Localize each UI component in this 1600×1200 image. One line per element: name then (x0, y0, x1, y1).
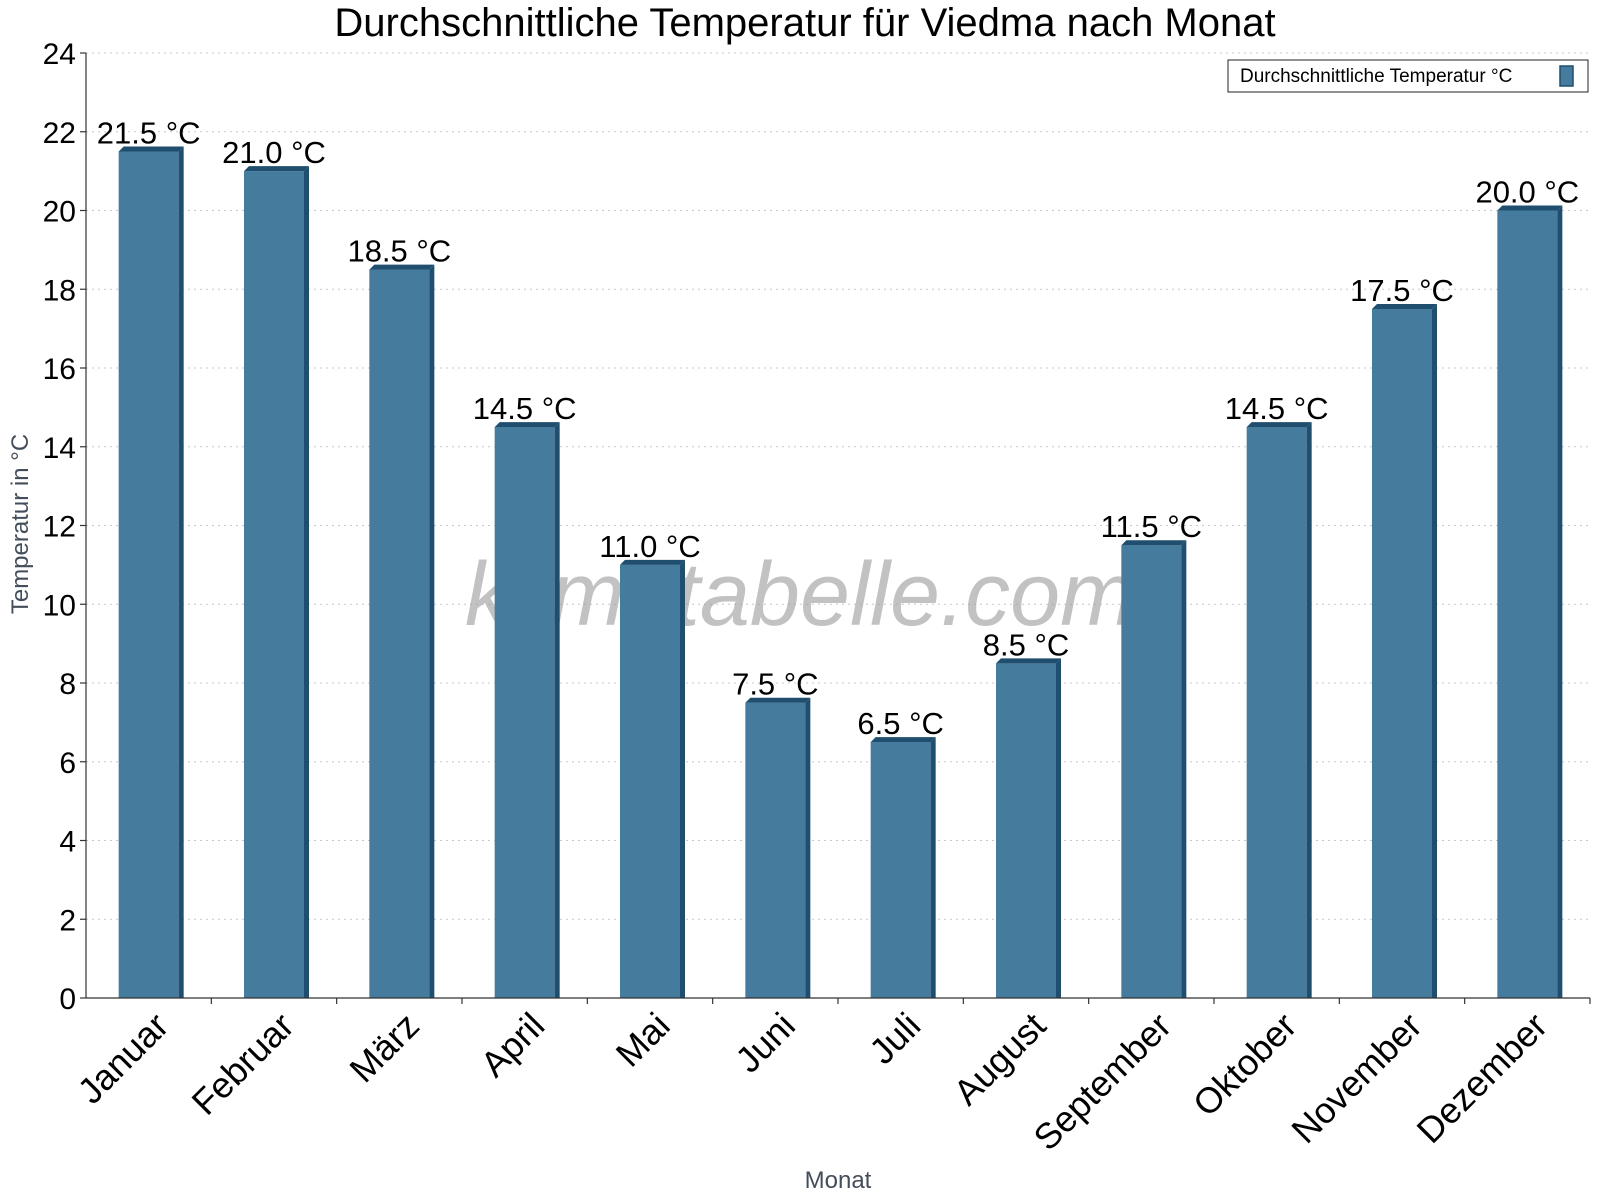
x-tick-label: Dezember (1409, 1005, 1555, 1151)
y-tick-label: 0 (59, 983, 76, 1016)
bar-value-label: 18.5 °C (347, 234, 451, 269)
bar-side (554, 422, 560, 998)
bar-side (1056, 658, 1061, 998)
bar-8 (1121, 540, 1187, 998)
bar-face (745, 702, 806, 998)
bar-value-label: 6.5 °C (857, 706, 944, 741)
x-tick-label: Mai (608, 1005, 678, 1075)
bar-11 (1497, 205, 1563, 998)
bar-value-label: 7.5 °C (732, 667, 819, 702)
legend-box (1227, 59, 1589, 93)
bar-face (620, 564, 680, 998)
bar-side (429, 264, 435, 998)
x-axis-title: Monat (805, 1167, 872, 1194)
bar-top (996, 658, 1061, 664)
bar-value-label: 11.5 °C (1101, 509, 1202, 544)
x-tick-label: November (1283, 1005, 1429, 1151)
bar-top (1372, 303, 1437, 309)
y-tick-label: 24 (43, 38, 76, 71)
bar-9 (1246, 422, 1312, 998)
x-tick-label: Januar (69, 1005, 176, 1112)
bar-side (178, 146, 184, 998)
y-tick-label: 6 (59, 747, 76, 780)
bar-10 (1372, 303, 1437, 998)
bar-side (1557, 205, 1563, 998)
y-tick-label: 14 (43, 432, 76, 465)
legend-swatch (1559, 65, 1574, 87)
bar-top (244, 166, 309, 172)
bar-top (494, 422, 560, 428)
bar-value-label: 11.0 °C (599, 529, 700, 564)
bar-value-label: 14.5 °C (473, 391, 577, 426)
watermark-text: klimatabelle.com (465, 545, 1135, 645)
bar-2 (369, 264, 435, 998)
x-tick-label: August (945, 1005, 1053, 1113)
bar-top (620, 559, 685, 565)
x-tick-label: Oktober (1185, 1005, 1305, 1125)
bar-top (369, 264, 435, 270)
bar-value-label: 21.5 °C (97, 115, 201, 150)
bar-value-label: 14.5 °C (1225, 391, 1329, 426)
bar-4 (620, 559, 685, 998)
y-tick-label: 16 (43, 353, 76, 386)
bar-face (369, 269, 430, 998)
bar-3 (494, 422, 560, 998)
y-axis-title: Temperatur in °C (7, 434, 34, 614)
bar-side (680, 559, 685, 998)
y-tick-label: 4 (59, 826, 76, 859)
bar-face (996, 663, 1056, 998)
y-tick-label: 2 (59, 904, 76, 937)
bar-top (745, 697, 811, 703)
bar-top (1246, 422, 1312, 428)
bar-face (1372, 308, 1432, 998)
bar-7 (996, 658, 1061, 998)
bar-top (870, 737, 936, 743)
bar-value-label: 17.5 °C (1350, 273, 1454, 308)
bar-face (118, 151, 179, 998)
bar-value-label: 20.0 °C (1475, 175, 1579, 210)
chart-title: Durchschnittliche Temperatur für Viedma … (334, 1, 1275, 45)
bar-top (1497, 205, 1563, 211)
bar-face (244, 171, 304, 998)
bar-face (870, 742, 931, 998)
bar-top (118, 146, 184, 152)
bar-side (805, 697, 811, 998)
y-tick-label: 18 (43, 274, 76, 307)
bar-value-label: 8.5 °C (983, 627, 1070, 662)
x-axis-ticks: Januar Februar März April Mai Juni Juli AugustS… (69, 998, 1591, 1159)
bars: 21.5 °C 21.0 °C 18.5 °C 14.5 °C 11.0 °C 7.5 °… (97, 115, 1579, 998)
bar-value-label: 21.0 °C (222, 135, 326, 170)
x-tick-label: Juli (861, 1005, 928, 1072)
x-tick-label: Februar (184, 1005, 302, 1123)
bar-0 (118, 146, 184, 998)
bar-5 (745, 697, 811, 998)
bar-face (1497, 210, 1558, 998)
y-tick-label: 22 (43, 117, 76, 150)
legend-label: Durchschnittliche Temperatur °C (1240, 66, 1512, 87)
bar-side (1432, 303, 1437, 998)
bar-top (1121, 540, 1187, 546)
bar-face (1246, 427, 1307, 998)
bar-side (1181, 540, 1187, 998)
x-tick-label: September (1025, 1005, 1179, 1159)
bar-face (1121, 545, 1182, 998)
y-tick-label: 12 (43, 511, 76, 544)
bar-6 (870, 737, 936, 998)
x-tick-label: März (341, 1005, 427, 1091)
legend: Durchschnittliche Temperatur °C (1227, 59, 1589, 93)
x-tick-label: April (472, 1005, 552, 1085)
bar-side (1306, 422, 1312, 998)
y-tick-label: 8 (59, 668, 76, 701)
grid-lines (86, 52, 1590, 920)
bar-1 (244, 166, 309, 998)
x-tick-label: Juni (727, 1005, 803, 1081)
bar-face (494, 427, 555, 998)
y-tick-label: 10 (43, 589, 76, 622)
bar-side (304, 166, 309, 998)
bar-side (930, 737, 936, 998)
y-tick-label: 20 (43, 196, 76, 229)
